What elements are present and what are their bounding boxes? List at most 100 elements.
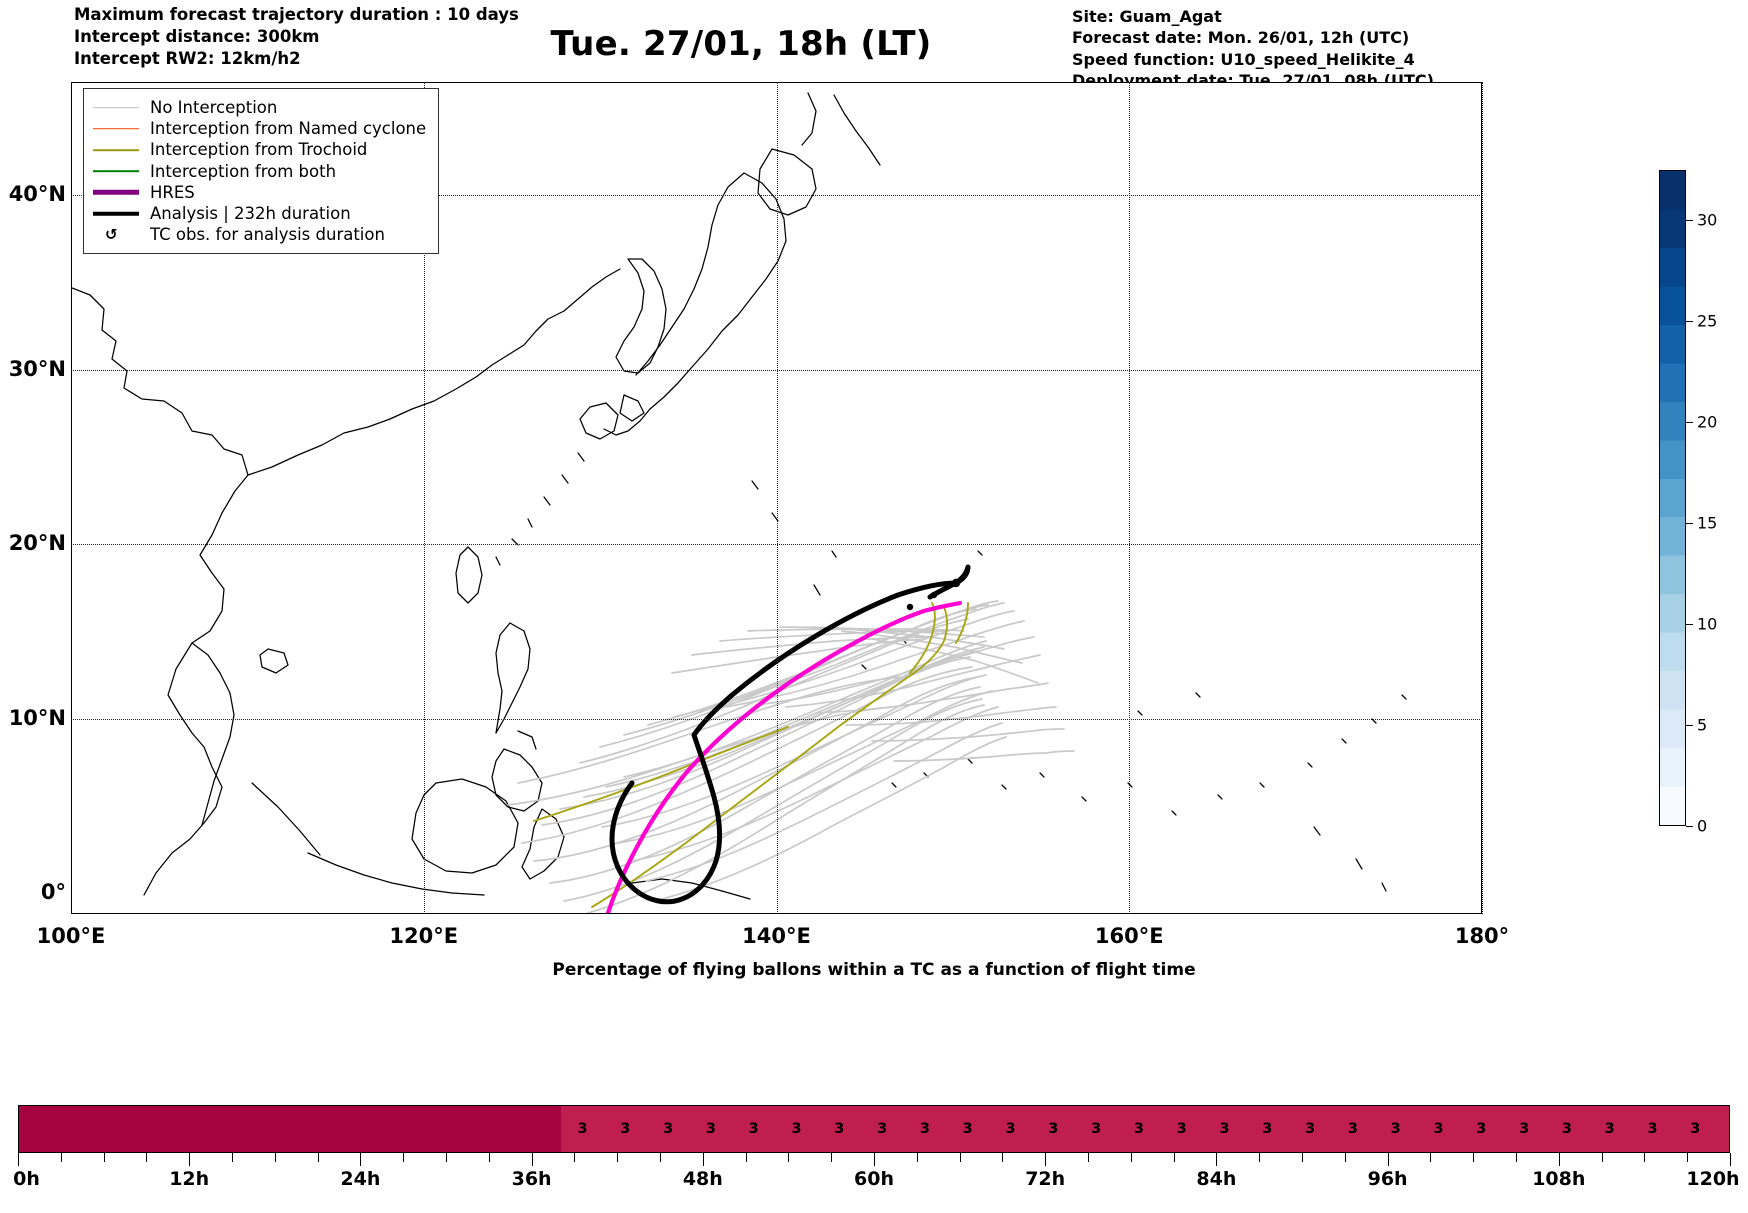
- legend-item-label: Interception from both: [150, 161, 337, 181]
- percentage-minor-tick: [1473, 1153, 1475, 1162]
- percentage-tick-label-120: 120h: [1686, 1168, 1740, 1190]
- percentage-bar-axis: 0h 12h 24h 36h 48h 60h 72h 84h 96h 108h 120h: [13, 1153, 1740, 1190]
- percentage-minor-tick: [60, 1153, 62, 1162]
- longitude-tick-120: 120°E: [389, 924, 459, 948]
- latitude-axis: 0° 10°N 20°N 30°N 40°N: [0, 0, 68, 1000]
- percentage-value-label: 3: [1133, 1121, 1144, 1137]
- colorbar-tick: [1686, 624, 1693, 626]
- percentage-value-label: 3: [1305, 1121, 1316, 1137]
- map-graphics: [72, 92, 1407, 913]
- colorbar-ticks: 0 5 10 15 20 25 30: [1686, 170, 1746, 836]
- header-forecast-date: Forecast date: Mon. 26/01, 12h (UTC): [1072, 28, 1410, 48]
- percentage-minor-tick: [1302, 1153, 1303, 1162]
- percentage-major-tick: [874, 1153, 875, 1166]
- percentage-major-tick: [1045, 1153, 1047, 1166]
- percentage-minor-tick: [1130, 1153, 1132, 1162]
- percentage-value-label: 3: [877, 1121, 888, 1137]
- legend-item[interactable]: ↺ TC obs. for analysis duration: [93, 224, 426, 245]
- percentage-value-label: 3: [1604, 1121, 1615, 1137]
- header-intercept-rw2: Intercept RW2: 12km/h2: [74, 48, 301, 68]
- percentage-value-label: 3: [1476, 1121, 1487, 1137]
- colorbar-tick-label-30: 30: [1697, 210, 1718, 230]
- percentage-minor-tick: [574, 1153, 576, 1162]
- longitude-tick-140: 140°E: [742, 924, 811, 948]
- percentage-value-label: 3: [791, 1121, 802, 1137]
- legend-item[interactable]: HRES: [93, 182, 426, 203]
- latitude-tick-30: 30°N: [8, 356, 66, 381]
- colorbar-tick: [1686, 321, 1693, 323]
- percentage-value-label: 3: [1091, 1121, 1102, 1137]
- header-site: Site: Guam_Agat: [1072, 7, 1222, 26]
- percentage-minor-tick: [660, 1153, 661, 1162]
- percentage-value-label: 3: [1176, 1121, 1187, 1137]
- percentage-major-tick: [1558, 1153, 1560, 1166]
- percentage-tick-label-96: 96h: [1367, 1168, 1408, 1190]
- percentage-value-label: 3: [577, 1121, 588, 1137]
- percentage-minor-tick: [232, 1153, 233, 1162]
- percentage-major-tick: [360, 1153, 362, 1166]
- percentage-segment: [561, 1106, 1729, 1152]
- percentage-major-tick: [1730, 1153, 1731, 1166]
- percentage-major-tick: [189, 1153, 191, 1166]
- percentage-value-label: 3: [834, 1121, 845, 1137]
- latitude-tick-0: 0°: [40, 880, 66, 905]
- percentage-minor-tick: [403, 1153, 405, 1162]
- legend-item[interactable]: Interception from Trochoid: [93, 139, 426, 160]
- percentage-minor-tick: [1173, 1153, 1175, 1162]
- percentage-minor-tick: [488, 1153, 490, 1162]
- percentage-minor-tick: [1088, 1153, 1089, 1162]
- percentage-minor-tick: [959, 1153, 961, 1162]
- percentage-minor-tick: [446, 1153, 447, 1162]
- legend-line: [93, 211, 139, 216]
- percentage-value-label: 3: [705, 1121, 716, 1137]
- percentage-major-tick: [1387, 1153, 1389, 1166]
- colorbar-tick-label-15: 15: [1697, 513, 1718, 533]
- legend-item-label: Analysis | 232h duration: [150, 204, 351, 224]
- percentage-minor-tick: [745, 1153, 747, 1162]
- percentage-segment: [19, 1106, 562, 1152]
- legend-line-swatch: [93, 185, 139, 199]
- longitude-tick-180: 180°: [1454, 924, 1510, 948]
- colorbar-tick-label-10: 10: [1697, 614, 1718, 634]
- percentage-major-tick: [702, 1153, 704, 1166]
- legend-item[interactable]: Interception from both: [93, 161, 426, 182]
- tc-obs-icon: ↺: [93, 225, 139, 244]
- percentage-major-tick: [18, 1153, 19, 1166]
- percentage-value-label: 3: [1390, 1121, 1401, 1137]
- percentage-value-label: 3: [663, 1121, 674, 1137]
- percentage-tick-label-0: 0h: [13, 1168, 40, 1190]
- map-legend[interactable]: No Interception Interception from Named c…: [83, 88, 440, 255]
- legend-item[interactable]: No Interception: [93, 97, 426, 118]
- percentage-tick-label-24: 24h: [340, 1168, 381, 1190]
- percentage-value-label: 3: [1433, 1121, 1444, 1137]
- legend-item-label: HRES: [150, 182, 195, 202]
- legend-line: [93, 170, 139, 172]
- percentage-minor-tick: [1687, 1153, 1689, 1162]
- legend-item[interactable]: Interception from Named cyclone: [93, 118, 426, 139]
- gridline-lon-180: [1482, 82, 1483, 914]
- percentage-value-label: 3: [962, 1121, 973, 1137]
- longitude-axis: 100°E 120°E 140°E 160°E 180°: [0, 920, 1560, 966]
- percentage-value-label: 3: [748, 1121, 759, 1137]
- percentage-tick-label-48: 48h: [682, 1168, 723, 1190]
- percentage-value-label: 3: [919, 1121, 930, 1137]
- legend-line-swatch: [93, 207, 139, 221]
- percentage-value-label: 3: [1005, 1121, 1016, 1137]
- cyclone-icon: ↺: [105, 225, 118, 244]
- legend-item[interactable]: Analysis | 232h duration: [93, 203, 426, 224]
- latitude-tick-20: 20°N: [8, 531, 66, 556]
- header-intercept-distance: Intercept distance: 300km: [74, 26, 320, 46]
- percentage-value-label: 3: [1690, 1121, 1701, 1137]
- legend-line: [93, 127, 139, 130]
- percentage-value-label: 3: [1262, 1121, 1273, 1137]
- percentage-tick-label-84: 84h: [1196, 1168, 1237, 1190]
- page-title: Tue. 27/01, 18h (LT): [550, 24, 932, 64]
- colorbar-tick-label-25: 25: [1697, 311, 1718, 331]
- percentage-tick-label-72: 72h: [1025, 1168, 1066, 1190]
- legend-item-label: TC obs. for analysis duration: [150, 225, 385, 245]
- percentage-minor-tick: [1002, 1153, 1004, 1162]
- percentage-bar[interactable]: 3 3 3 3 3 3 3 3 3 3 3 3 3 3 3 3 3 3 3 3 3 3 3 3 3 3 3: [18, 1105, 1730, 1153]
- header-speed-function: Speed function: U10_speed_Helikite_4: [1072, 49, 1415, 69]
- percentage-minor-tick: [1601, 1153, 1603, 1162]
- percentage-minor-tick: [274, 1153, 276, 1162]
